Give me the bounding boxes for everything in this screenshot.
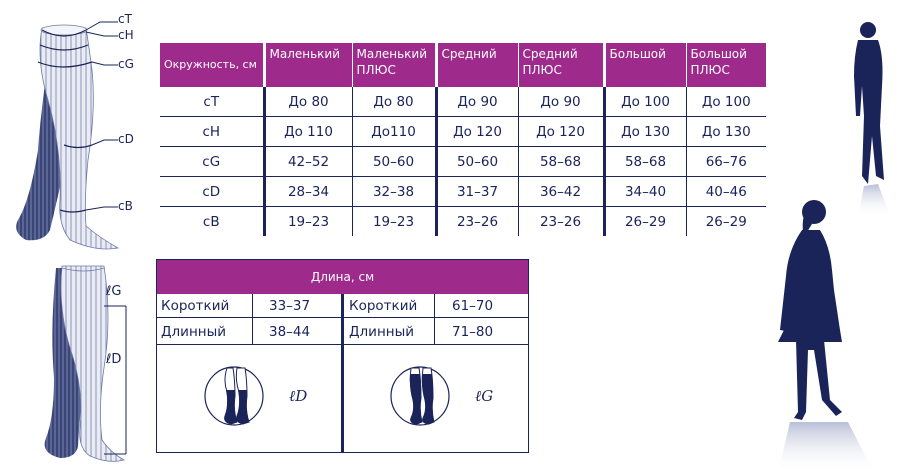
label-cd: cD: [118, 132, 134, 146]
table-cell: 28–34: [262, 176, 352, 207]
row-label: cB: [202, 213, 220, 230]
knee-high-stocking-icon: [204, 366, 264, 426]
length-value: 38–44: [269, 324, 311, 340]
header-cell: Большой: [602, 43, 686, 87]
length-label: Короткий: [161, 298, 230, 314]
table-cell: До 130: [685, 116, 766, 147]
table-cell: 19–23: [351, 206, 436, 236]
table-cell: До110: [351, 116, 436, 147]
table-row: cB 19–23 19–23 23–26 23–26 26–29 26–29: [160, 206, 766, 236]
table-cell: 42–52: [262, 146, 352, 177]
label-cb: cB: [118, 199, 133, 213]
table-cell: До 100: [602, 87, 686, 117]
table-cell: До 120: [434, 116, 518, 147]
length-table-title: Длина, см: [157, 260, 528, 294]
row-label: cG: [160, 146, 264, 177]
table-cell: 36–42: [517, 176, 604, 207]
table-cell: 34–40: [602, 176, 686, 207]
header-cell: Маленький: [262, 43, 352, 87]
man-silhouette-icon: [854, 22, 890, 216]
length-caption-lg: ℓG: [475, 387, 494, 405]
length-label: Длинный: [161, 324, 227, 340]
label-ld: ℓD: [106, 352, 122, 367]
table-cell: 26–29: [602, 206, 686, 236]
row-label: cH: [160, 116, 264, 147]
table-cell: До 100: [685, 87, 766, 117]
tights-leg-icon: [16, 21, 120, 250]
table-cell: 32–38: [351, 176, 436, 207]
table-cell: До 110: [262, 116, 352, 147]
table-cell: До 80: [262, 87, 352, 117]
table-cell: До 90: [434, 87, 518, 117]
table-cell: 26–29: [685, 206, 766, 236]
table-cell: 58–68: [602, 146, 686, 177]
table-cell: 66–76: [685, 146, 766, 177]
length-caption-ld: ℓD: [289, 387, 308, 405]
table-cell: 40–46: [685, 176, 766, 207]
size-table-header: Окружность, см Маленький Маленький ПЛЮС …: [160, 43, 766, 87]
divider: [434, 294, 435, 344]
table-cell: До 90: [517, 87, 604, 117]
length-label: Короткий: [349, 298, 418, 314]
table-cell: 50–60: [434, 146, 518, 177]
table-cell: 23–26: [517, 206, 604, 236]
table-cell: До 130: [602, 116, 686, 147]
divider: [252, 294, 253, 344]
thigh-high-stocking-icon: [390, 366, 450, 426]
table-cell: 58–68: [517, 146, 604, 177]
length-label: Длинный: [349, 324, 415, 340]
table-cell: 23–26: [434, 206, 518, 236]
length-value: 33–37: [269, 298, 311, 314]
label-cg: cG: [118, 57, 134, 71]
length-leg-icon: [44, 265, 127, 462]
header-cell: Маленький ПЛЮС: [351, 43, 436, 87]
label-lg: ℓG: [106, 284, 122, 299]
label-ch: cH: [118, 28, 134, 42]
row-label: cD: [160, 176, 264, 207]
table-cell: До 120: [517, 116, 604, 147]
table-row: cH До 110 До110 До 120 До 120 До 130 До …: [160, 116, 766, 147]
table-cell: 50–60: [351, 146, 436, 177]
row-label: cT: [160, 87, 264, 117]
label-ct: cT: [118, 12, 132, 26]
table-row: cT До 80 До 80 До 90 До 90 До 100 До 100: [160, 87, 766, 117]
header-cell: Средний: [434, 43, 518, 87]
header-cell: Большой ПЛЮС: [685, 43, 766, 87]
table-cell: 19–23: [262, 206, 352, 236]
length-table: Длина, см Короткий 33–37 Длинный 38–44 К…: [156, 259, 529, 453]
length-leg-illustration: ℓG ℓD: [0, 258, 160, 468]
header-cell: Окружность, см: [160, 43, 264, 87]
size-table: Окружность, см Маленький Маленький ПЛЮС …: [160, 43, 766, 236]
table-cell: До 80: [351, 87, 436, 117]
table-row: cD 28–34 32–38 31–37 36–42 34–40 40–46: [160, 176, 766, 207]
header-cell: Средний ПЛЮС: [517, 43, 604, 87]
tights-illustration: cT cH cG cD cB: [0, 0, 160, 255]
divider: [341, 294, 344, 453]
woman-silhouette-icon: [778, 200, 874, 473]
length-value: 61–70: [452, 298, 494, 314]
length-value: 71–80: [452, 324, 494, 340]
table-row: cG 42–52 50–60 50–60 58–68 58–68 66–76: [160, 146, 766, 177]
table-cell: 31–37: [434, 176, 518, 207]
